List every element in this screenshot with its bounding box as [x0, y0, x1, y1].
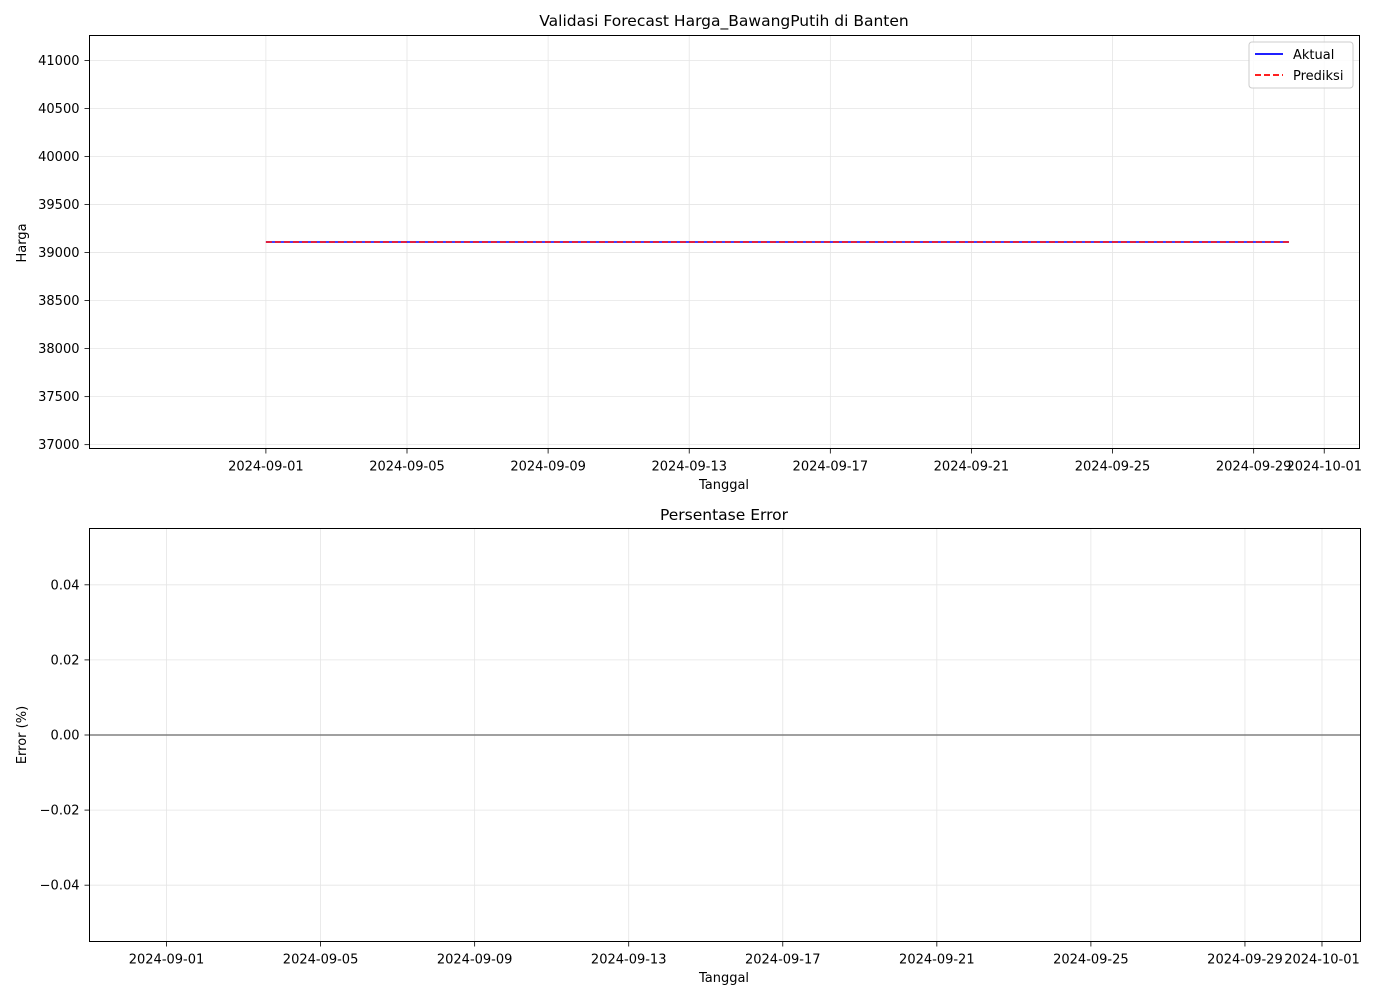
legend: Aktual Prediksi	[1248, 41, 1354, 89]
x-tick-label: 2024-09-17	[745, 953, 821, 968]
y-tick-label: −0.02	[40, 804, 80, 819]
x-tick-label: 2024-09-29	[1207, 953, 1283, 968]
y-tick-label: 0.00	[51, 729, 80, 744]
y-tick-label: 41000	[38, 54, 79, 69]
error-chart-title: Persentase Error	[660, 506, 789, 524]
y-tick-label: −0.04	[40, 879, 80, 894]
y-tick-label: 39500	[38, 198, 79, 213]
x-tick-label: 2024-09-13	[651, 460, 727, 475]
x-tick-label: 2024-09-25	[1075, 460, 1151, 475]
error-y-axis-label: Error (%)	[15, 706, 30, 764]
error-panel: Persentase Error 2024-09-01 2024-09-05 202…	[15, 506, 1361, 986]
price-x-ticks: 2024-09-01 2024-09-05 2024-09-09 2024-09-13…	[228, 448, 1362, 475]
y-tick-label: 38500	[38, 294, 79, 309]
legend-label-aktual: Aktual	[1293, 48, 1334, 63]
x-tick-label: 2024-09-05	[369, 460, 445, 475]
x-tick-label: 2024-09-09	[437, 953, 513, 968]
x-tick-label: 2024-09-05	[283, 953, 359, 968]
error-x-ticks: 2024-09-01 2024-09-05 2024-09-09 2024-09-13…	[129, 941, 1360, 968]
y-tick-label: 37000	[38, 438, 79, 453]
error-y-ticks: −0.04 −0.02 0.00 0.02 0.04	[40, 578, 90, 894]
x-tick-label: 2024-09-21	[934, 460, 1010, 475]
x-tick-label: 2024-09-29	[1216, 460, 1292, 475]
price-x-axis-label: Tanggal	[698, 478, 749, 493]
y-tick-label: 40000	[38, 150, 79, 165]
y-tick-label: 0.02	[51, 653, 80, 668]
legend-label-prediksi: Prediksi	[1293, 69, 1343, 84]
x-tick-label: 2024-10-01	[1284, 953, 1360, 968]
price-chart-title: Validasi Forecast Harga_BawangPutih di B…	[539, 12, 908, 31]
price-y-ticks: 37000 37500 38000 38500 39000 39500 40000 40500…	[38, 54, 90, 453]
price-plot-frame	[89, 35, 1360, 449]
x-tick-label: 2024-10-01	[1286, 460, 1362, 475]
price-y-axis-label: Harga	[15, 223, 30, 262]
x-tick-label: 2024-09-13	[591, 953, 667, 968]
y-tick-label: 0.04	[51, 578, 80, 593]
x-tick-label: 2024-09-25	[1053, 953, 1129, 968]
y-tick-label: 38000	[38, 342, 79, 357]
x-tick-label: 2024-09-01	[228, 460, 304, 475]
x-tick-label: 2024-09-21	[899, 953, 975, 968]
x-tick-label: 2024-09-17	[793, 460, 869, 475]
y-tick-label: 39000	[38, 246, 79, 261]
x-tick-label: 2024-09-01	[129, 953, 205, 968]
x-tick-label: 2024-09-09	[510, 460, 586, 475]
y-tick-label: 40500	[38, 102, 79, 117]
price-forecast-panel: Validasi Forecast Harga_BawangPutih di B…	[15, 12, 1362, 493]
error-x-axis-label: Tanggal	[698, 971, 749, 986]
y-tick-label: 37500	[38, 390, 79, 405]
